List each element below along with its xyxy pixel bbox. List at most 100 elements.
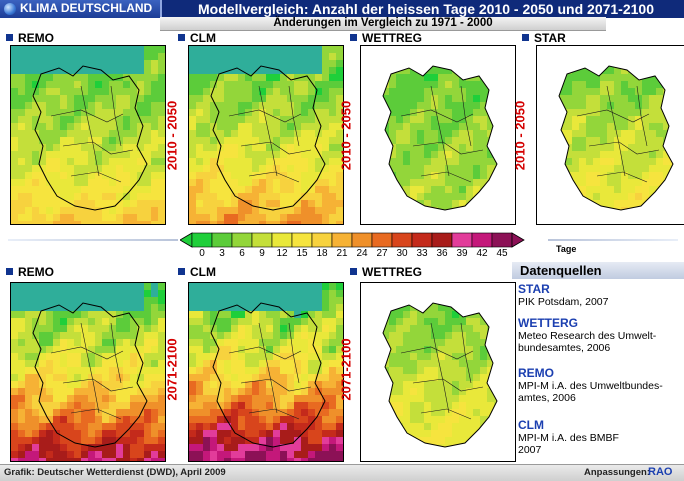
map-cell [189, 207, 197, 215]
map-cell [11, 381, 19, 389]
map-cell [301, 151, 309, 159]
map-cell [607, 81, 615, 89]
map-cell [424, 95, 432, 103]
map-cell [294, 60, 302, 68]
map-cell [252, 353, 260, 361]
map-cell [224, 381, 232, 389]
map-cell [452, 381, 460, 389]
map-cell [628, 88, 636, 96]
map-cell [600, 88, 608, 96]
map-cell [656, 165, 664, 173]
map-cell [116, 200, 124, 208]
map-cell [607, 144, 615, 152]
map-cell [329, 409, 337, 417]
map-cell [308, 207, 316, 215]
map-cell [459, 116, 467, 124]
map-cell [466, 388, 474, 396]
map-cell [130, 395, 138, 403]
map-cell [189, 360, 197, 368]
map-cell [137, 207, 145, 215]
map-cell [95, 74, 103, 82]
map-cell [322, 130, 330, 138]
map-cell [88, 165, 96, 173]
map-cell [88, 367, 96, 375]
map-cell [452, 123, 460, 131]
map-cell [294, 325, 302, 333]
map-cell [11, 200, 19, 208]
map-cell [621, 88, 629, 96]
map-cell [389, 102, 397, 110]
map-cell [480, 95, 488, 103]
map-cell [322, 381, 330, 389]
map-cell [151, 297, 159, 305]
map-cell [259, 388, 267, 396]
map-cell [11, 283, 19, 291]
map-cell [137, 381, 145, 389]
map-cell [81, 172, 89, 180]
map-cell [67, 144, 75, 152]
map-cell [137, 186, 145, 194]
map-cell [403, 360, 411, 368]
map-cell [417, 388, 425, 396]
map-cell [445, 137, 453, 145]
map-cell [123, 130, 131, 138]
map-cell [586, 186, 594, 194]
map-cell [102, 214, 110, 222]
map-cell [238, 144, 246, 152]
map-cell [74, 158, 82, 166]
map-cell [586, 193, 594, 201]
map-cell [287, 130, 295, 138]
map-cell [308, 165, 316, 173]
map-cell [607, 193, 615, 201]
brand-badge[interactable]: KLIMA DEUTSCHLAND [0, 0, 162, 18]
map-cell [586, 130, 594, 138]
map-cell [39, 95, 47, 103]
state-border [70, 408, 122, 420]
footer-adapt-value[interactable]: RAO [648, 466, 673, 478]
map-cell [144, 186, 152, 194]
map-cell [210, 67, 218, 75]
map-cell [621, 207, 629, 210]
map-cell [39, 367, 47, 375]
map-cell [336, 193, 343, 201]
map-cell [231, 207, 239, 215]
map-cell [579, 67, 587, 75]
map-cell [74, 297, 82, 305]
map-cell [438, 102, 446, 110]
map-cell [137, 46, 145, 54]
map-cell [410, 179, 418, 187]
map-cell [417, 179, 425, 187]
map-cell [109, 46, 117, 54]
map-cell [39, 430, 47, 438]
map-cell [614, 67, 622, 75]
map-cell [410, 123, 418, 131]
map-cell [417, 395, 425, 403]
map-cell [480, 325, 488, 333]
map-cell [137, 53, 145, 61]
map-cell [88, 74, 96, 82]
map-cell [231, 332, 239, 340]
map-cell [32, 95, 40, 103]
page-title: Modellvergleich: Anzahl der heissen Tage… [198, 1, 654, 17]
map-cell [389, 318, 397, 326]
map-cell [445, 144, 453, 152]
map-cell [473, 179, 481, 187]
map-cell [245, 137, 253, 145]
map-cell [452, 102, 460, 110]
map-cell [635, 123, 643, 131]
map-cell [53, 395, 61, 403]
state-border [248, 171, 300, 183]
map-cell [466, 81, 474, 89]
map-cell [322, 325, 330, 333]
map-cell [438, 374, 446, 382]
map-cell [396, 137, 404, 145]
map-cell [189, 409, 197, 417]
map-cell [231, 430, 239, 438]
map-cell [424, 360, 432, 368]
map-cell [424, 81, 432, 89]
map-cell [336, 437, 343, 445]
state-border [596, 171, 648, 183]
map-cell [336, 179, 343, 187]
map-cell [151, 179, 159, 187]
map-cell [210, 151, 218, 159]
